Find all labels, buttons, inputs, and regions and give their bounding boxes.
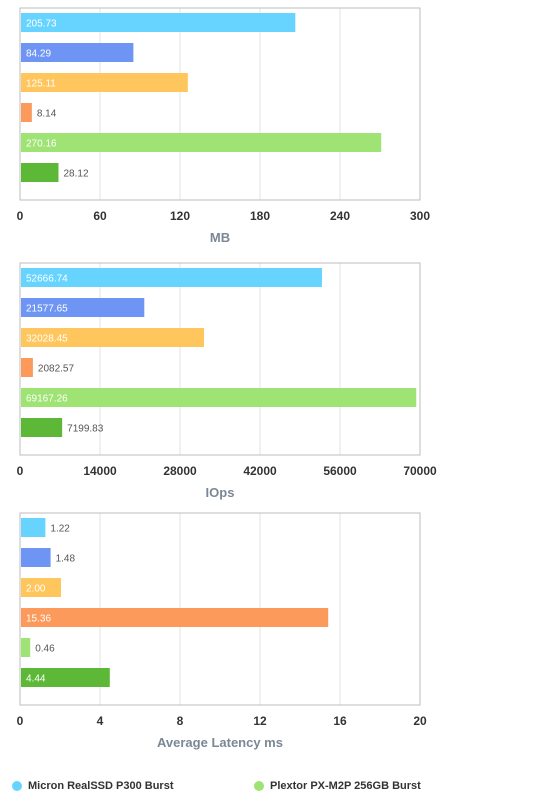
- plot-frame: [19, 262, 421, 456]
- bar-value-label: 7199.83: [67, 424, 104, 435]
- x-tick-label: 0: [17, 464, 24, 478]
- plot-frame: [19, 512, 421, 706]
- bar-value-label: 125.11: [26, 79, 56, 90]
- plot-frame: [19, 7, 421, 201]
- bar-value-label: 270.16: [26, 139, 57, 150]
- chart-latency-svg: 1.22 1.48 2.00 15.36 0.46 4.44 0 4 8 12 16 20 Averag…: [17, 512, 427, 750]
- x-tick-label: 8: [177, 714, 184, 728]
- legend-label: Micron RealSSD P300 Burst: [28, 780, 174, 792]
- bar-value-label: 2082.57: [38, 364, 75, 375]
- chart-iops-svg: 52666.74 21577.65 32028.45 2082.57 69167.26 7…: [17, 262, 437, 500]
- x-axis-title: Average Latency ms: [157, 735, 283, 750]
- chart-latency: 1.22 1.48 2.00 15.36 0.46 4.44 0 4 8 12 16 20 Averag…: [0, 505, 560, 755]
- x-tick-label: 28000: [163, 464, 197, 478]
- bar-value-label: 21577.65: [26, 304, 68, 315]
- x-tick-label: 240: [330, 209, 350, 223]
- bar-value-label: 2.00: [26, 584, 46, 595]
- bar: [21, 418, 63, 437]
- bar-value-label: 32028.45: [26, 334, 68, 345]
- x-tick-label: 14000: [83, 464, 117, 478]
- bar: [21, 638, 31, 657]
- bar: [21, 668, 110, 687]
- bar: [21, 163, 59, 182]
- x-tick-label: 0: [17, 714, 24, 728]
- x-tick-label: 60: [93, 209, 107, 223]
- legend-dot-icon: [254, 781, 264, 791]
- legend: Micron RealSSD P300 Burst Plextor PX-M2P…: [0, 776, 560, 796]
- bar-value-label: 28.12: [63, 169, 88, 180]
- x-tick-label: 300: [410, 209, 430, 223]
- x-tick-label: 12: [253, 714, 267, 728]
- x-axis-title: MB: [210, 230, 230, 245]
- bar: [21, 578, 61, 597]
- x-tick-label: 4: [97, 714, 104, 728]
- x-tick-label: 42000: [243, 464, 277, 478]
- bar-value-label: 205.73: [26, 19, 57, 30]
- legend-dot-icon: [12, 781, 22, 791]
- bar-value-label: 69167.26: [26, 394, 68, 405]
- bar: [21, 608, 329, 627]
- x-tick-label: 16: [333, 714, 347, 728]
- x-tick-label: 20: [413, 714, 427, 728]
- bar-value-label: 1.22: [50, 524, 70, 535]
- bar: [21, 328, 205, 347]
- chart-throughput: 205.73 84.29 125.11 8.14 270.16 28.12 0 60 120 18…: [0, 0, 560, 250]
- bar: [21, 268, 322, 287]
- legend-label: Plextor PX-M2P 256GB Burst: [270, 780, 421, 792]
- x-tick-label: 56000: [323, 464, 357, 478]
- x-tick-label: 180: [250, 209, 270, 223]
- bar-value-label: 4.44: [26, 674, 46, 685]
- x-tick-label: 120: [170, 209, 190, 223]
- legend-item-micron: Micron RealSSD P300 Burst: [12, 780, 174, 792]
- bar-value-label: 1.48: [56, 554, 76, 565]
- bar-value-label: 84.29: [26, 49, 51, 60]
- bar-value-label: 8.14: [37, 109, 57, 120]
- chart-iops: 52666.74 21577.65 32028.45 2082.57 69167.26 7…: [0, 255, 560, 505]
- bar: [21, 43, 134, 62]
- bar-value-label: 0.46: [35, 644, 55, 655]
- bar: [21, 103, 32, 122]
- bar: [21, 73, 188, 92]
- bar: [21, 358, 33, 377]
- x-tick-label: 0: [17, 209, 24, 223]
- x-axis-title: IOps: [206, 485, 235, 500]
- bar: [21, 298, 145, 317]
- bar: [21, 133, 382, 152]
- bar-value-label: 15.36: [26, 614, 51, 625]
- bar-value-label: 52666.74: [26, 274, 68, 285]
- chart-throughput-svg: 205.73 84.29 125.11 8.14 270.16 28.12 0 60 120 18…: [17, 7, 430, 245]
- bar: [21, 388, 417, 407]
- bar: [21, 518, 46, 537]
- bar: [21, 13, 296, 32]
- bar: [21, 548, 51, 567]
- x-tick-label: 70000: [403, 464, 437, 478]
- legend-item-plextor: Plextor PX-M2P 256GB Burst: [254, 780, 421, 792]
